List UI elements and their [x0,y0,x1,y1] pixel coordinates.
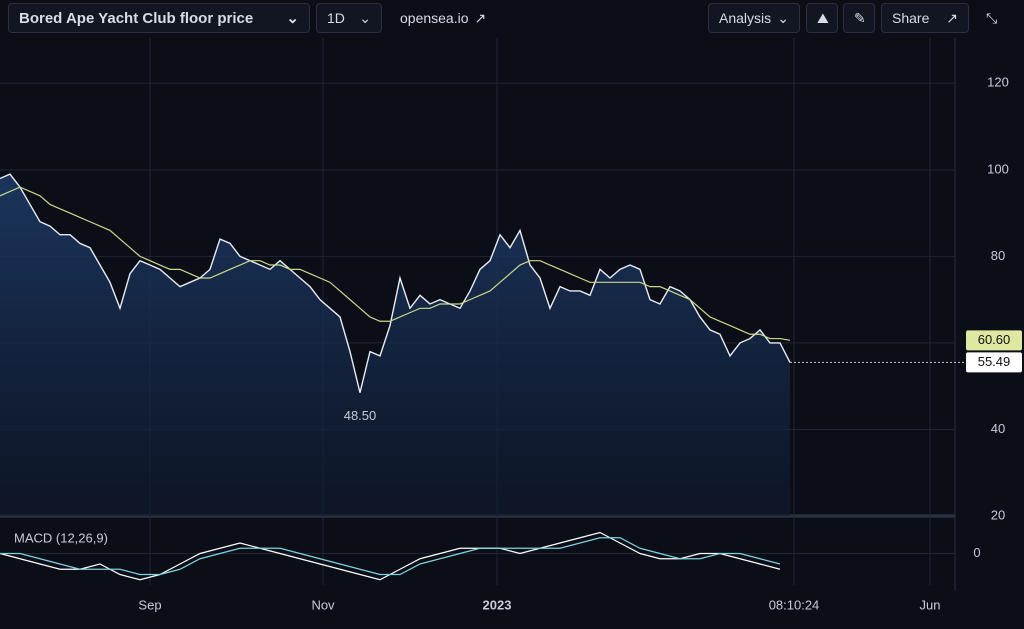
share-button[interactable]: Share ↗ [881,3,969,33]
macd-line [0,531,781,581]
price-line [0,173,791,393]
collapse-button[interactable]: ⤡ [986,9,998,26]
share: Share [892,10,930,26]
y-tick-label: 120 [987,75,1009,90]
interval: 1D [327,10,345,26]
draw-button[interactable]: ✎ [843,3,875,33]
source: opensea.io [400,10,469,26]
title: Bored Ape Yacht Club floor price [19,9,254,27]
analysis: Analysis [719,10,772,26]
ma-line [0,186,791,341]
interval-select[interactable]: 1D ⌄ [316,3,382,33]
price-tag [966,330,1022,351]
price-tag-label: 60.60 [978,332,1011,347]
price-tag [966,352,1022,373]
chart-type-button[interactable]: ⛰ [806,3,838,33]
chart: MACD (12,26,9) 20406080100120SepNov20230… [0,38,1022,612]
y-tick-label: 80 [991,248,1005,263]
analysis-button[interactable]: Analysis ⌄ [708,3,800,33]
x-tick-label: Nov [311,597,335,612]
x-tick-label: 08:10:24 [769,597,820,612]
title-select[interactable]: Bored Ape Yacht Club floor price ⌄ [8,3,310,33]
source-link[interactable]: opensea.io ↗ [400,9,487,27]
x-tick-label: Jun [920,597,941,612]
annotation: 48.50 [344,408,377,423]
x-tick-label: Sep [138,597,161,612]
toolbar: Bored Ape Yacht Club floor price ⌄ 1D ⌄ op… [0,0,1024,38]
x-tick-label: 2023 [483,597,512,612]
macd-label: MACD (12,26,9) [14,530,108,545]
macd-line [0,537,781,576]
macd-tick-label: 0 [973,545,980,560]
y-tick-label: 100 [987,161,1009,176]
price-area [0,174,790,517]
y-tick-label: 20 [991,507,1005,522]
y-tick-label: 40 [991,421,1005,436]
price-tag-label: 55.49 [978,354,1011,369]
